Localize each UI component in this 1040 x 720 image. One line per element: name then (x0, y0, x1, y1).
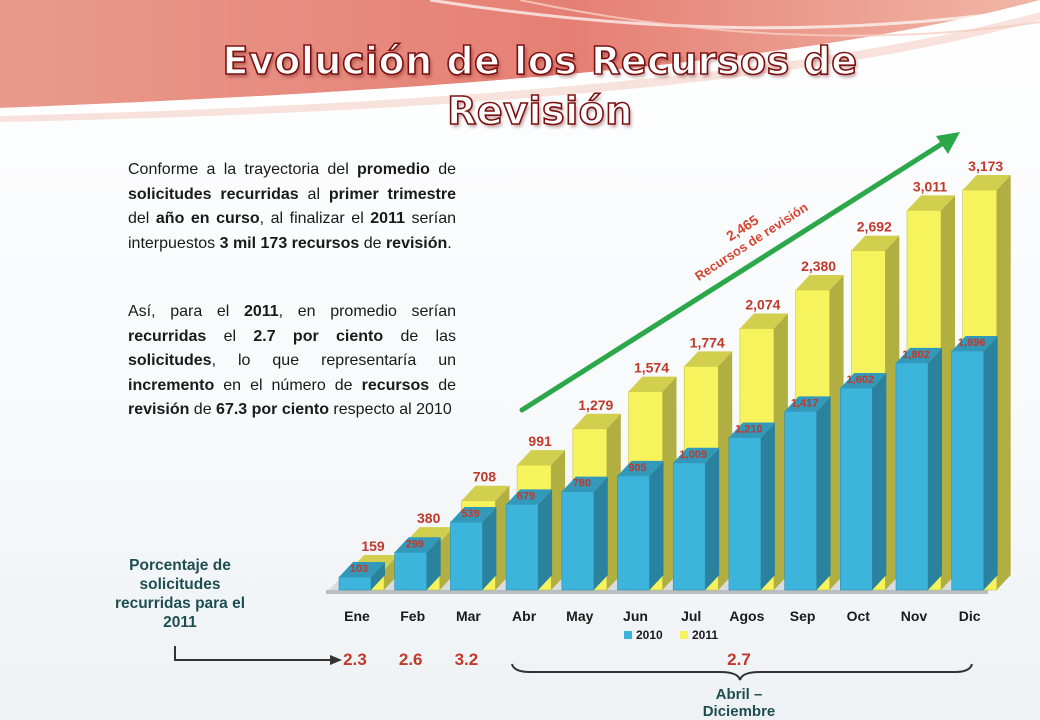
data-label-2011: 159 (361, 538, 385, 554)
trend-arrow-head (936, 132, 960, 154)
data-label-2010: 905 (628, 462, 646, 474)
data-label-2010: 103 (350, 563, 368, 575)
page-title: Evolución de los Recursos de Revisión (222, 38, 858, 134)
bar-2010-may (561, 476, 608, 591)
data-label-2011: 708 (473, 469, 497, 485)
legend-swatch-2010 (624, 631, 632, 639)
text-run: Así, para el (128, 303, 244, 320)
data-label-2010: 679 (517, 490, 535, 502)
chart-legend: 2010 2011 (624, 628, 718, 642)
text-run: 2.7 por ciento (253, 327, 384, 345)
bar-2010-jun (617, 460, 664, 591)
data-label-2010: 1,896 (958, 337, 986, 349)
data-label-2011: 2,074 (745, 297, 780, 313)
bar-2010-sep (784, 396, 831, 591)
percent-value-feb: 2.6 (398, 650, 423, 669)
data-label-2011: 991 (528, 433, 552, 449)
category-label-sep: Sep (790, 608, 816, 624)
trend-arrow-line (519, 137, 951, 413)
bar-2010-mar (450, 507, 497, 591)
text-run: , lo que representaría un (211, 352, 456, 369)
text-run: serían interpuestos (128, 210, 457, 252)
text-run: Conforme a la trayectoria del (128, 161, 358, 178)
text-run: del (128, 210, 156, 227)
data-label-2011: 3,173 (968, 158, 1003, 174)
text-run: , al finalizar el (259, 210, 371, 227)
data-label-2010: 299 (406, 538, 424, 550)
bar-2010-abr (505, 489, 553, 591)
bar-2010-oct (839, 373, 887, 591)
category-label-jul: Jul (681, 608, 701, 624)
data-label-2011: 1,279 (578, 397, 613, 413)
text-run: de (429, 376, 456, 394)
text-run: 3 mil 173 recursos (219, 234, 360, 252)
bar-2010-nov (895, 347, 942, 591)
text-run: incremento (128, 376, 215, 394)
category-label-jun: Jun (623, 608, 648, 624)
text-run: recurridas (128, 327, 207, 345)
bar-2010-ene (338, 562, 385, 591)
data-label-2010: 539 (461, 508, 479, 520)
text-run: de (429, 161, 456, 178)
header-banner (0, 0, 1040, 122)
category-label-nov: Nov (901, 608, 928, 624)
text-run: promedio (357, 161, 430, 178)
text-run: de (189, 401, 217, 418)
text-run: revisión (385, 234, 448, 252)
text-run: 67.3 por ciento (216, 401, 329, 418)
text-run: de (359, 234, 386, 252)
category-label-feb: Feb (400, 608, 425, 624)
data-label-2011: 2,380 (801, 258, 836, 274)
data-label-2010: 1,417 (791, 397, 819, 409)
percent-value-mar: 3.2 (454, 650, 479, 669)
legend-label-2011: 2011 (692, 628, 718, 642)
data-label-2010: 1,009 (679, 449, 707, 461)
data-label-2011: 380 (417, 510, 441, 526)
chart-floor-edge (326, 590, 988, 594)
text-run: solicitudes recurridas (128, 185, 299, 203)
text-run: 2011 (370, 210, 405, 227)
text-run: recursos (361, 376, 430, 394)
text-run: respecto al 2010 (328, 401, 452, 418)
category-label-agos: Agos (729, 608, 764, 624)
text-run: el (206, 327, 254, 345)
percent-label: Porcentaje de solicitudes recurridas par… (114, 557, 246, 631)
data-label-2011: 1,774 (690, 334, 725, 350)
legend-swatch-2011 (680, 631, 688, 639)
text-run: primer trimestre (328, 185, 457, 203)
bar-2010-feb (394, 537, 441, 591)
data-label-2010: 1,602 (847, 374, 875, 386)
category-label-dic: Dic (959, 608, 981, 624)
category-label-oct: Oct (847, 608, 871, 624)
bar-2010-agos (728, 422, 775, 591)
data-label-2010: 1,802 (902, 349, 930, 361)
percent-value-ene: 2.3 (343, 650, 367, 669)
data-label-2011: 1,574 (634, 360, 669, 376)
text-run: al (298, 185, 329, 203)
category-label-may: May (566, 608, 593, 624)
text-run: . (447, 234, 452, 252)
text-run: en el número de (214, 376, 362, 394)
data-label-2010: 1,210 (735, 423, 763, 435)
category-label-ene: Ene (344, 608, 370, 624)
text-run: año en curso (155, 210, 260, 227)
category-label-mar: Mar (456, 608, 481, 624)
text-run: , en promedio serían (278, 303, 457, 320)
summary-paragraph-2: Así, para el 2011, en promedio serían re… (128, 300, 456, 423)
text-run: revisión (128, 401, 190, 418)
legend-label-2010: 2010 (636, 628, 663, 642)
text-run: 2011 (243, 303, 279, 320)
data-label-2011: 2,692 (857, 219, 892, 235)
percent-range-label: Abril – Diciembre (702, 686, 776, 720)
percent-range-value: 2.7 (727, 650, 751, 669)
data-label-2011: 3,011 (913, 178, 947, 194)
text-run: de las (383, 327, 457, 345)
bar-2010-dic (951, 335, 998, 591)
data-label-2010: 780 (573, 478, 591, 490)
bar-2010-jul (672, 447, 720, 591)
text-run: solicitudes (128, 352, 212, 369)
category-label-abr: Abr (512, 608, 537, 624)
summary-paragraph-1: Conforme a la trayectoria del promedio d… (128, 158, 456, 256)
